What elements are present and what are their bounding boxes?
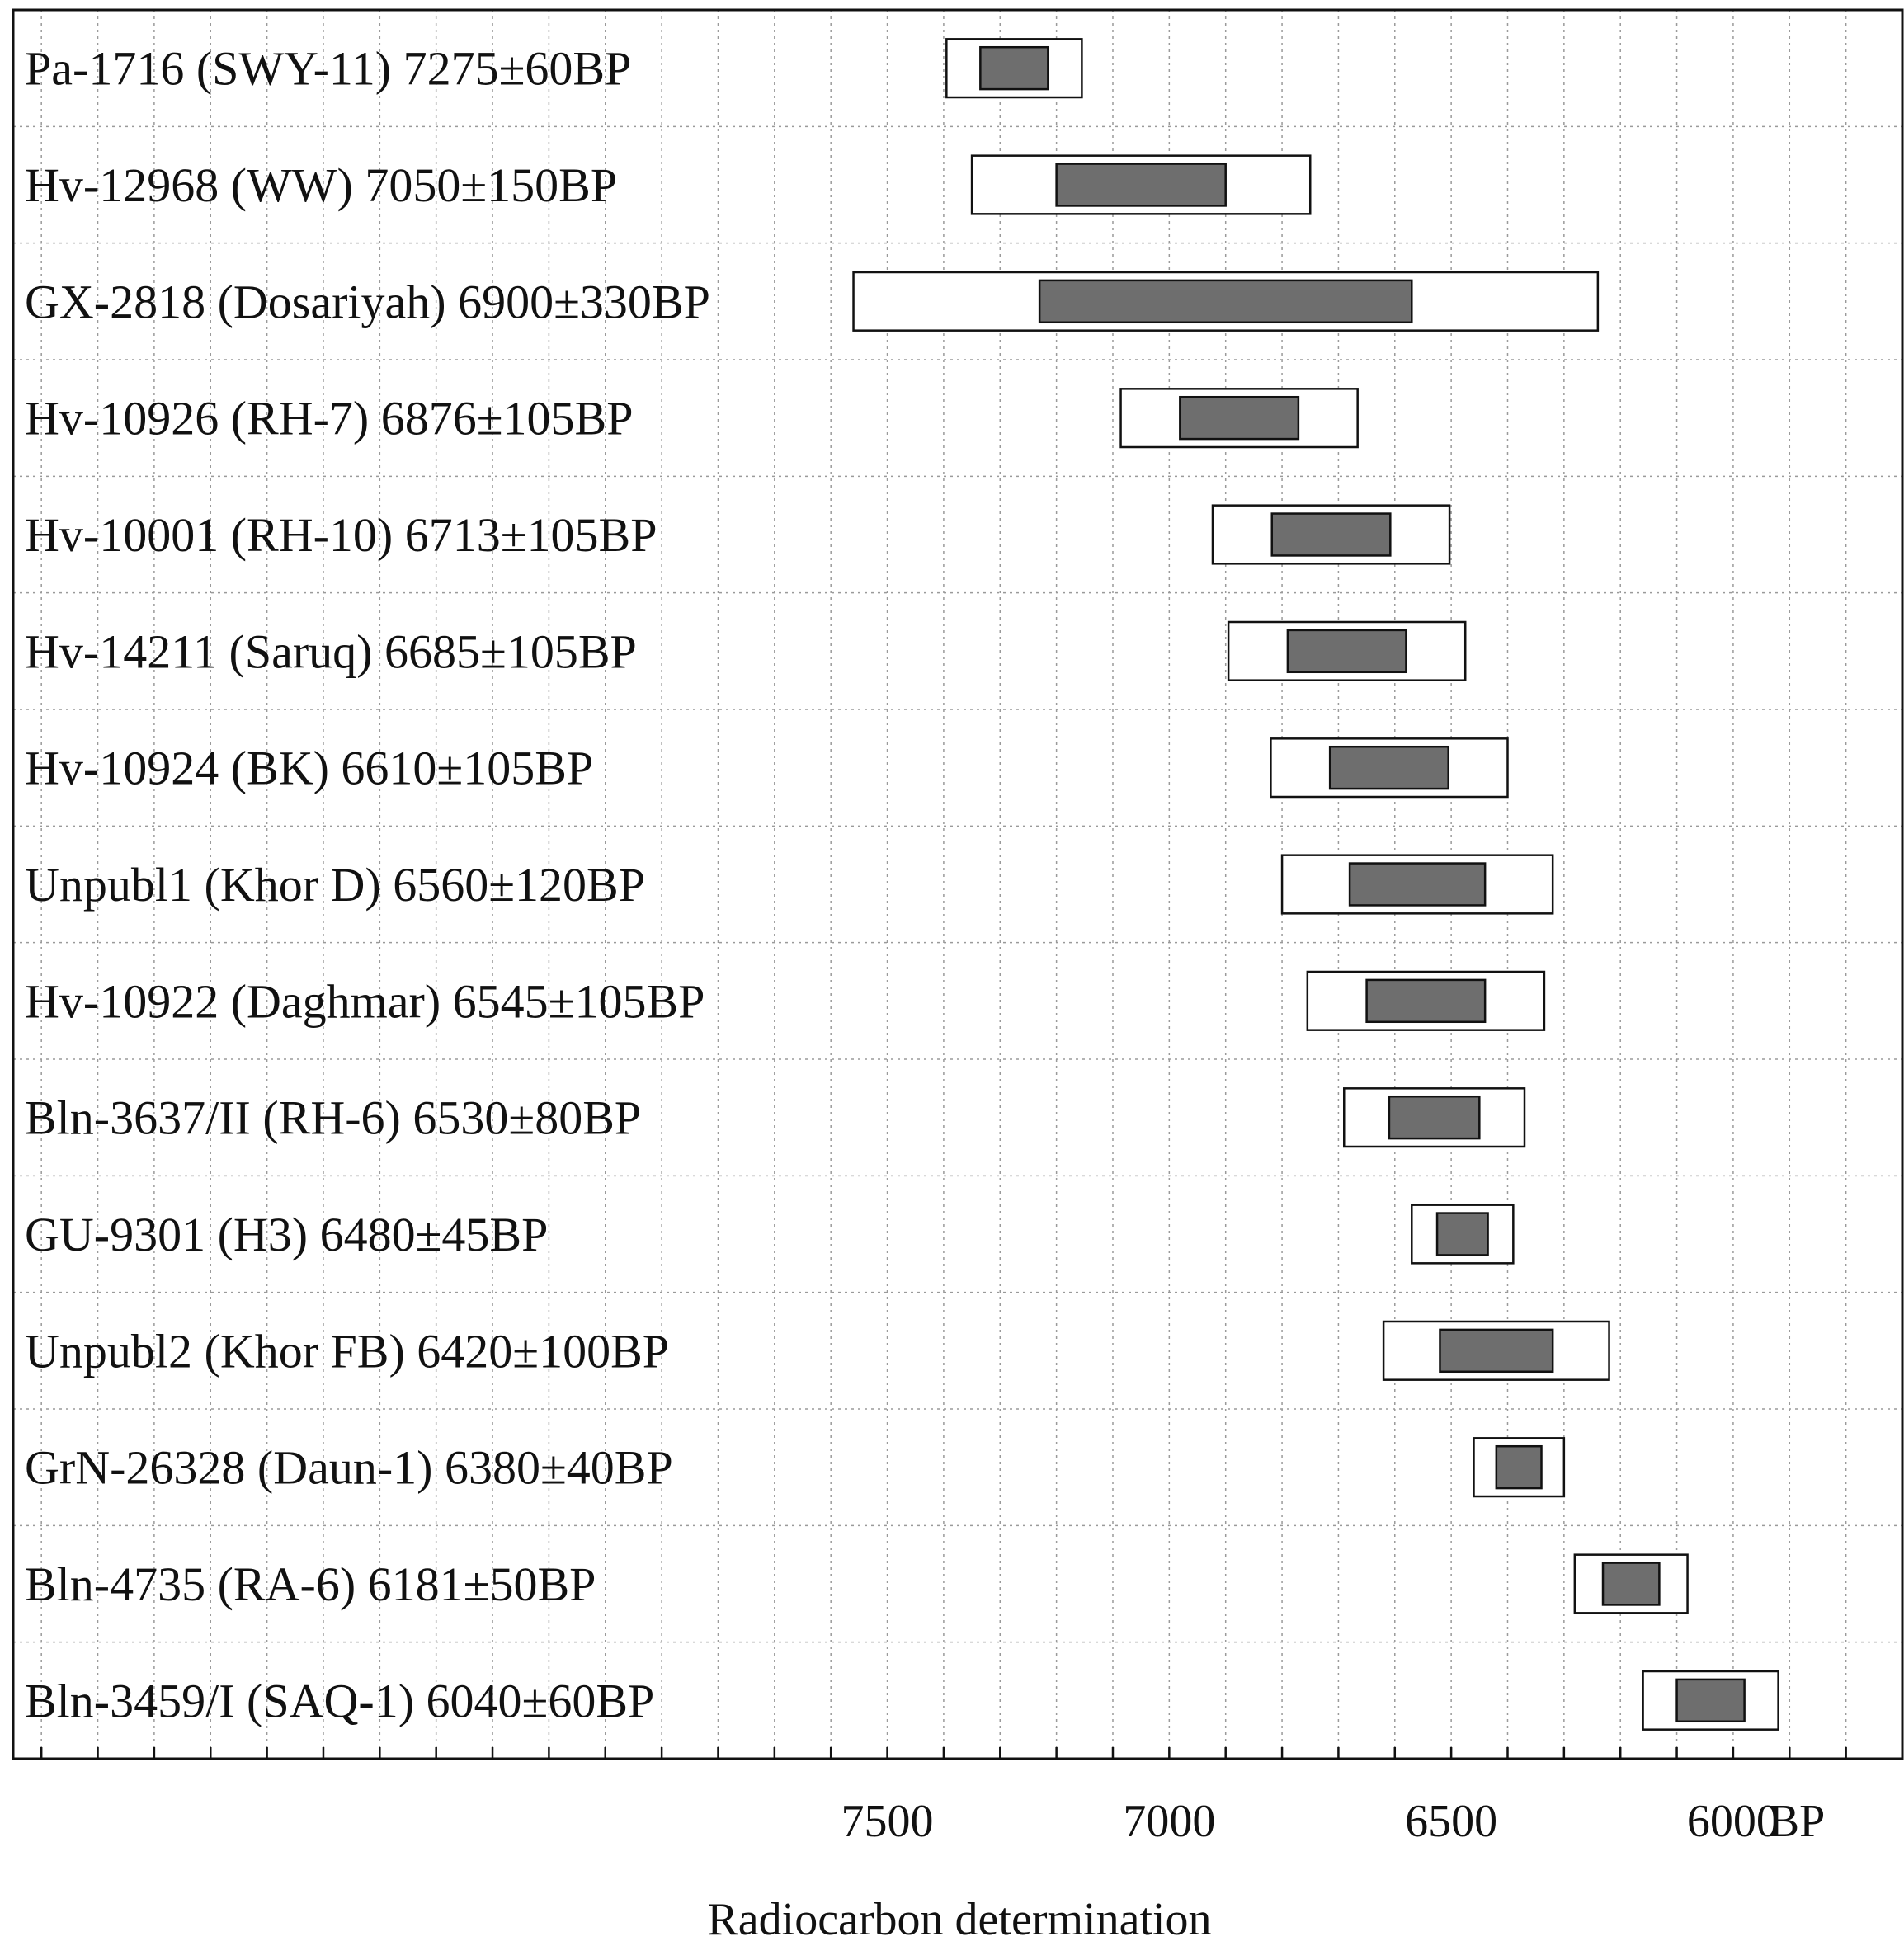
range-1sigma-bar bbox=[1435, 1212, 1489, 1256]
row-label: GX-2818 (Dosariyah) 6900±330BP bbox=[25, 275, 710, 328]
row-label: GU-9301 (H3) 6480±45BP bbox=[25, 1208, 548, 1261]
row-label: Hv-12968 (WW) 7050±150BP bbox=[25, 158, 617, 212]
row-labels: Pa-1716 (SWY-11) 7275±60BP Hv-12968 (WW) … bbox=[25, 42, 710, 1728]
range-1sigma-bar bbox=[1055, 163, 1227, 207]
row-label: Bln-3637/II (RH-6) 6530±80BP bbox=[25, 1091, 641, 1145]
row-label: Bln-3459/I (SAQ-1) 6040±60BP bbox=[25, 1674, 654, 1727]
row-label: GrN-26328 (Daun-1) 6380±40BP bbox=[25, 1441, 673, 1495]
range-1sigma-bar bbox=[1179, 395, 1300, 441]
range-1sigma-bar bbox=[1439, 1328, 1554, 1374]
row-label: Hv-10926 (RH-7) 6876±105BP bbox=[25, 392, 634, 445]
range-1sigma-bar bbox=[1348, 862, 1487, 907]
row-label: Hv-10001 (RH-10) 6713±105BP bbox=[25, 508, 657, 562]
range-1sigma-bar bbox=[1270, 512, 1392, 557]
x-unit-label: BP bbox=[1769, 1796, 1826, 1847]
plot-frame bbox=[12, 8, 1904, 1760]
bars bbox=[852, 38, 1779, 1731]
row-label: Bln-4735 (RA-6) 6181±50BP bbox=[25, 1557, 596, 1611]
x-axis-title: Radiocarbon determination bbox=[707, 1894, 1211, 1945]
range-1sigma-bar bbox=[1328, 745, 1449, 790]
row-label: Unpubl1 (Khor D) 6560±120BP bbox=[25, 858, 645, 912]
x-tick-label: 6500 bbox=[1405, 1796, 1497, 1847]
range-1sigma-bar bbox=[979, 45, 1049, 91]
x-tick-label: 7500 bbox=[841, 1796, 934, 1847]
row-label: Hv-10922 (Daghmar) 6545±105BP bbox=[25, 974, 705, 1028]
minor-ticks bbox=[40, 1747, 1847, 1759]
range-1sigma-bar bbox=[1495, 1444, 1543, 1490]
x-tick-label: 6000 bbox=[1687, 1796, 1779, 1847]
range-1sigma-bar bbox=[1286, 629, 1407, 674]
x-tick-label: 7000 bbox=[1123, 1796, 1215, 1847]
range-1sigma-bar bbox=[1675, 1678, 1746, 1723]
row-label: Pa-1716 (SWY-11) 7275±60BP bbox=[25, 42, 631, 96]
row-label: Hv-10924 (BK) 6610±105BP bbox=[25, 742, 593, 795]
range-1sigma-bar bbox=[1601, 1562, 1661, 1606]
row-label: Hv-14211 (Saruq) 6685±105BP bbox=[25, 624, 637, 678]
range-1sigma-bar bbox=[1038, 279, 1413, 324]
row-label: Unpubl2 (Khor FB) 6420±100BP bbox=[25, 1324, 669, 1378]
range-1sigma-bar bbox=[1365, 978, 1487, 1024]
x-tick-labels: 7500 7000 6500 6000 bbox=[841, 1796, 1779, 1847]
range-1sigma-bar bbox=[1388, 1095, 1481, 1140]
